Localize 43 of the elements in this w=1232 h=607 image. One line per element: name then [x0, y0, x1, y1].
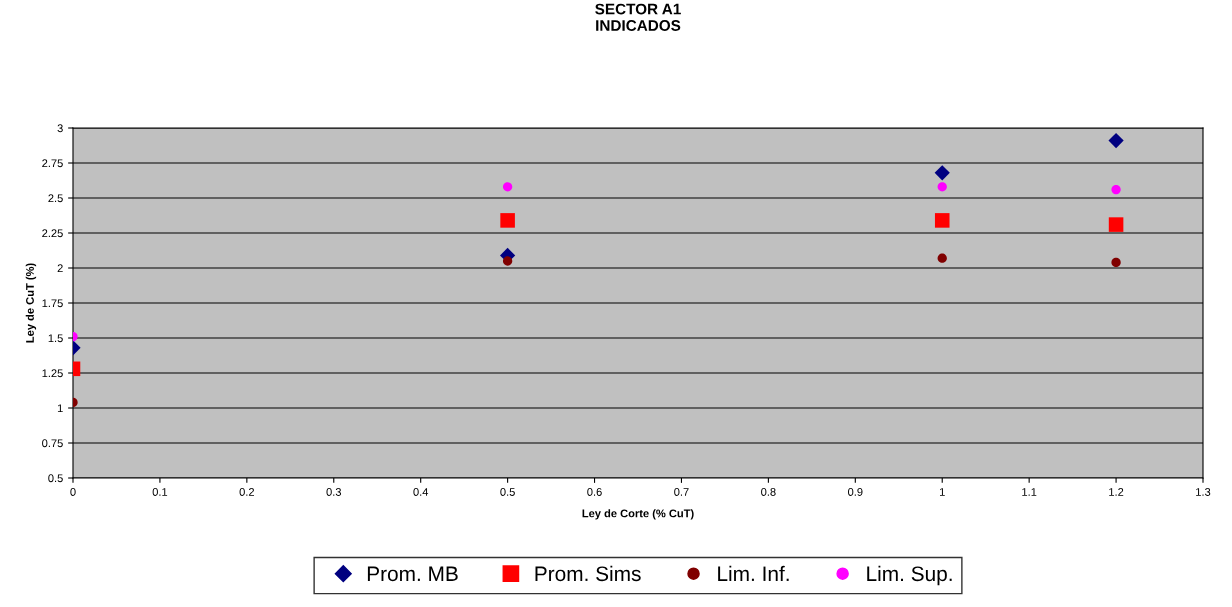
y-tick-label: 2.25 — [42, 229, 63, 238]
legend-label: Lim. Sup. — [867, 565, 952, 586]
point — [1108, 132, 1124, 149]
y-axis-title: Ley de CuT (%) — [25, 263, 37, 343]
point — [937, 182, 947, 192]
x-tick-label: 0.8 — [761, 488, 776, 496]
point — [502, 182, 513, 192]
point — [502, 256, 513, 266]
x-tick-label: 1 — [939, 488, 945, 496]
x-tick-label: 0.7 — [674, 488, 689, 496]
x-tick-label: 0.2 — [239, 488, 255, 496]
y-tick-label: 1.75 — [42, 299, 63, 308]
y-tick-label: 2.5 — [48, 194, 63, 203]
point — [1108, 217, 1124, 232]
x-tick-label: 1.1 — [1022, 488, 1037, 496]
x-axis-title: Ley de Corte (% CuT) — [582, 509, 694, 520]
chart-title: SECTOR A1 INDICADOS — [595, 3, 681, 31]
x-tick-label: 1.3 — [1196, 488, 1211, 496]
y-tick-label: 2.75 — [42, 159, 63, 168]
point — [934, 213, 950, 228]
x-tick-label: 0.4 — [413, 488, 429, 496]
legend-label: Prom. Sims — [535, 565, 641, 582]
y-tick-label: 3 — [57, 124, 63, 133]
point — [934, 165, 950, 181]
x-tick-label: 0.3 — [326, 488, 341, 496]
x-tick-label: 1.2 — [1109, 488, 1124, 496]
point — [937, 253, 947, 263]
y-tick-label: 1.25 — [42, 369, 63, 378]
x-tick-label: 0.5 — [500, 488, 515, 496]
x-tick-label: 0.6 — [587, 488, 602, 496]
point — [1111, 184, 1121, 195]
legend-label: Prom. MB — [367, 566, 458, 582]
x-tick-label: 0 — [70, 488, 76, 496]
y-tick-label: 0.75 — [42, 439, 63, 448]
y-tick-label: 2 — [57, 264, 63, 273]
y-tick-label: 0.5 — [48, 474, 63, 483]
legend-label: Lim. Inf. — [718, 565, 789, 581]
point — [1111, 257, 1121, 268]
x-tick-label: 0.9 — [848, 488, 863, 496]
y-tick-label: 1 — [57, 404, 63, 413]
x-tick-label: 0.1 — [152, 488, 168, 496]
point — [500, 213, 515, 228]
y-tick-label: 1.5 — [48, 334, 63, 343]
